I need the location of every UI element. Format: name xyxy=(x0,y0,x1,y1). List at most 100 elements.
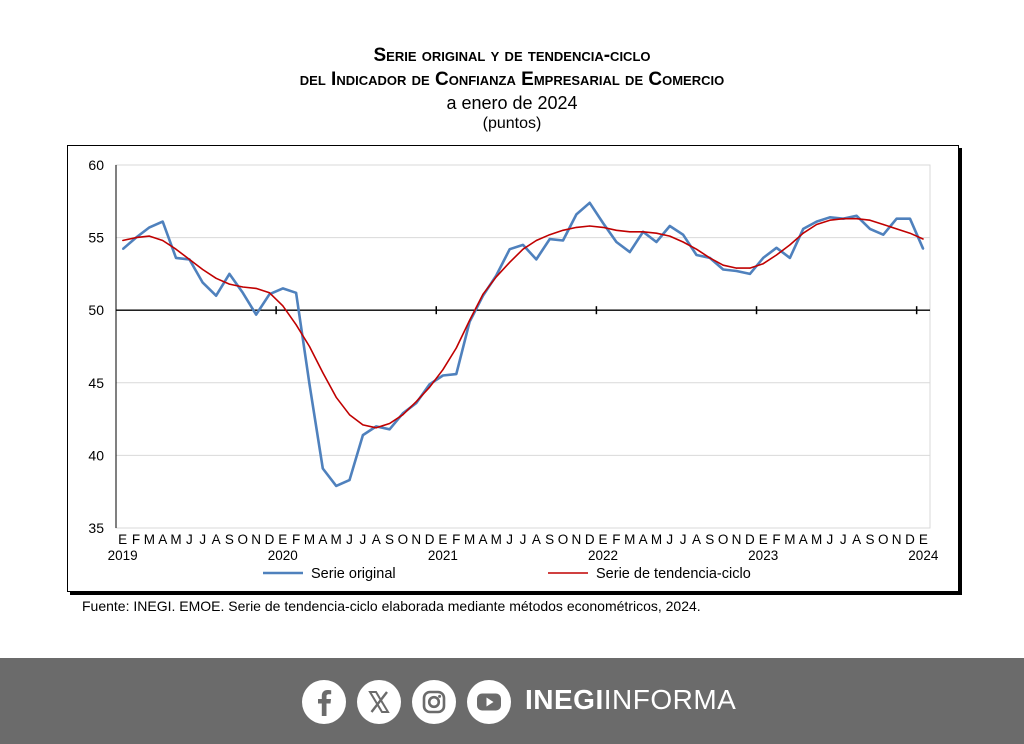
data-point xyxy=(695,254,698,256)
data-point xyxy=(655,241,658,243)
data-point xyxy=(575,226,577,229)
data-point xyxy=(629,251,631,253)
x-year-label: 2023 xyxy=(748,548,778,563)
data-point xyxy=(642,231,644,233)
data-point xyxy=(535,258,537,260)
x-month-label: M xyxy=(304,532,315,547)
data-point xyxy=(175,248,177,250)
data-point xyxy=(348,414,351,416)
youtube-icon[interactable] xyxy=(467,680,511,724)
x-month-label: F xyxy=(292,532,300,547)
data-point xyxy=(202,282,204,284)
data-point xyxy=(242,286,244,288)
data-point xyxy=(335,485,337,487)
data-point xyxy=(362,424,364,426)
brand-logo: INEGIINFORMA xyxy=(525,684,736,716)
x-month-label: M xyxy=(784,532,795,547)
data-point xyxy=(188,258,190,260)
brand-light: INFORMA xyxy=(603,684,737,715)
x-month-label: J xyxy=(680,532,687,547)
x-month-label: J xyxy=(359,532,366,547)
source-note: Fuente: INEGI. EMOE. Serie de tendencia-… xyxy=(82,598,701,614)
chart-units: (puntos) xyxy=(482,115,542,132)
y-tick-label: 40 xyxy=(88,447,104,463)
x-month-label: A xyxy=(372,532,381,547)
y-tick-label: 50 xyxy=(88,302,104,318)
x-month-label: F xyxy=(452,532,460,547)
chart-subtitle: a enero de 2024 xyxy=(446,93,578,113)
data-point xyxy=(402,414,404,416)
data-point xyxy=(829,216,831,218)
data-point xyxy=(322,372,324,374)
data-point xyxy=(242,292,244,294)
x-month-label: J xyxy=(186,532,193,547)
x-month-label: M xyxy=(170,532,181,547)
x-month-label: M xyxy=(624,532,635,547)
data-point xyxy=(749,273,751,275)
data-point xyxy=(575,213,577,215)
data-point xyxy=(308,383,311,385)
data-point xyxy=(815,221,818,223)
footer-bar: INEGIINFORMA xyxy=(0,658,1024,744)
facebook-icon[interactable] xyxy=(302,680,346,724)
x-month-label: E xyxy=(759,532,768,547)
legend-label: Serie original xyxy=(311,566,396,582)
data-point xyxy=(135,237,137,239)
data-point xyxy=(442,369,444,371)
data-point xyxy=(802,228,804,230)
data-point xyxy=(909,232,911,234)
x-month-label: J xyxy=(346,532,353,547)
data-point xyxy=(148,226,150,229)
x-month-label: A xyxy=(639,532,648,547)
x-month-label: J xyxy=(520,532,527,547)
instagram-icon[interactable] xyxy=(412,680,456,724)
data-point xyxy=(615,241,618,243)
data-point xyxy=(762,263,764,265)
data-point xyxy=(562,229,564,231)
data-point xyxy=(682,241,684,243)
y-tick-label: 45 xyxy=(88,375,104,391)
x-month-label: N xyxy=(572,532,582,547)
x-month-label: J xyxy=(827,532,834,547)
data-point xyxy=(602,226,604,229)
x-month-label: S xyxy=(545,532,554,547)
data-point xyxy=(722,268,724,271)
data-point xyxy=(789,244,791,246)
chart-frame: 60 55 50 45 40 35 E F M A M J J A S O N D E F M A M J J A S O N D E F M A… xyxy=(67,145,959,592)
x-month-label: M xyxy=(811,532,822,547)
data-point xyxy=(202,268,204,271)
x-month-label: D xyxy=(585,532,595,547)
x-month-label: E xyxy=(919,532,928,547)
data-point xyxy=(455,347,457,349)
data-point xyxy=(682,234,684,236)
x-icon[interactable] xyxy=(357,680,401,724)
x-month-label: E xyxy=(438,532,447,547)
series-line xyxy=(122,217,924,429)
data-point xyxy=(509,261,511,263)
data-point xyxy=(655,232,658,234)
data-point xyxy=(362,434,364,436)
source-prefix: Fuente: xyxy=(82,598,134,614)
data-point xyxy=(815,223,818,226)
data-point xyxy=(282,305,284,307)
y-tick-label: 55 xyxy=(88,230,104,246)
x-month-label: F xyxy=(612,532,620,547)
data-point xyxy=(615,229,618,231)
x-year-label: 2020 xyxy=(268,548,298,563)
x-month-label: J xyxy=(840,532,847,547)
x-month-label: N xyxy=(251,532,261,547)
x-month-label: J xyxy=(506,532,513,547)
data-point xyxy=(749,267,751,269)
x-month-label: N xyxy=(732,532,742,547)
x-month-label: S xyxy=(865,532,874,547)
x-year-label: 2024 xyxy=(908,548,939,563)
data-point xyxy=(922,238,924,240)
data-point xyxy=(215,295,217,297)
data-point xyxy=(375,427,377,429)
data-point xyxy=(295,324,297,326)
x-month-label: D xyxy=(745,532,755,547)
data-point xyxy=(469,319,471,321)
x-month-label: M xyxy=(491,532,502,547)
data-point xyxy=(255,287,257,290)
